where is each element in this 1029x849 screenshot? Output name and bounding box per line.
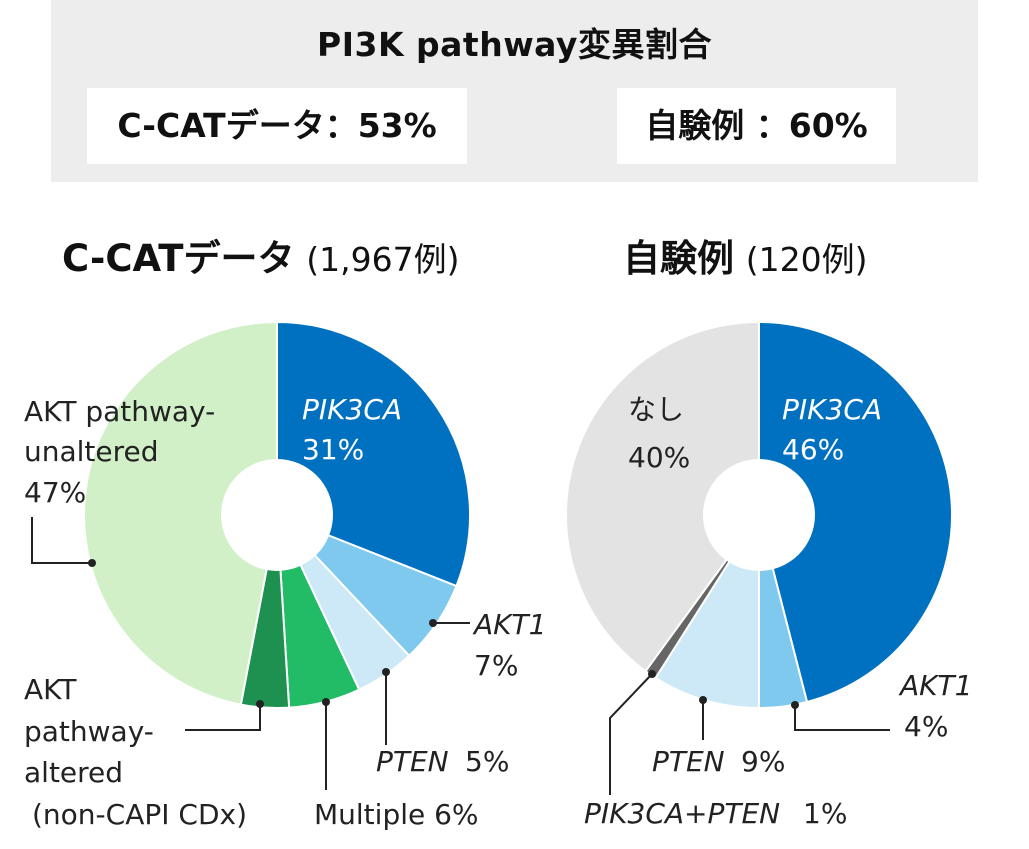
label-pik3ca-right: PIK3CA	[782, 393, 882, 426]
right-pie-hole	[703, 459, 815, 571]
label-none: なし	[628, 393, 684, 426]
pct-combo: 1%	[803, 797, 847, 830]
pct-akt1-left: 7%	[474, 649, 518, 682]
label-unaltered-1: AKT pathway-	[24, 395, 215, 428]
leader-unaltered	[31, 517, 92, 564]
leader-combo	[609, 673, 653, 795]
label-akt1-left: AKT1	[472, 608, 546, 641]
label-combo: PIK3CA+PTEN	[584, 797, 780, 830]
label-altered-4: (non-CAPI CDx)	[32, 798, 247, 831]
pct-pten-left: 5%	[465, 745, 509, 778]
pct-none: 40%	[628, 441, 690, 474]
pct-pik3ca-right: 46%	[782, 433, 844, 466]
left-chart-title-main: C-CATデータ	[62, 237, 295, 280]
label-altered-1: AKT	[24, 673, 77, 706]
pct-akt1-right: 4%	[904, 710, 948, 743]
right-chart-title-main: 自験例	[623, 237, 734, 280]
left-leader-dots	[88, 559, 437, 708]
left-pie-hole	[221, 459, 333, 571]
label-pten-right: PTEN	[652, 745, 725, 778]
pct-pik3ca-left: 31%	[302, 433, 364, 466]
left-chart-title-sub: (1,967例)	[306, 240, 460, 279]
label-altered-3: altered	[24, 756, 123, 789]
right-leader-lines	[609, 673, 890, 795]
summary-title: PI3K pathway変異割合	[317, 25, 712, 64]
stat-own-cases: 自験例 ：60%	[617, 88, 896, 164]
leader-akt1-right	[794, 705, 890, 731]
label-unaltered-3: 47%	[24, 476, 86, 509]
label-altered-2: pathway-	[24, 715, 154, 748]
leader-altered	[185, 704, 261, 731]
right-slice-none	[565, 320, 760, 673]
stat-ccat: C-CATデータ：53%	[87, 88, 467, 164]
label-akt1-right: AKT1	[898, 669, 972, 702]
right-chart-title: 自験例 (120例)	[623, 228, 868, 282]
right-slice-pik3ca	[758, 320, 953, 704]
left-slice-akt-pathway-unaltered	[83, 320, 278, 706]
label-unaltered-2: unaltered	[24, 435, 159, 468]
right-chart-title-sub: (120例)	[745, 240, 868, 279]
label-pten-left: PTEN	[376, 745, 449, 778]
right-leader-dots	[648, 670, 799, 709]
left-leader-lines	[31, 517, 470, 790]
pct-pten-right: 9%	[741, 745, 785, 778]
label-pik3ca-left: PIK3CA	[302, 393, 402, 426]
label-multiple: Multiple 6%	[314, 798, 479, 831]
left-chart-title: C-CATデータ (1,967例)	[62, 228, 460, 282]
